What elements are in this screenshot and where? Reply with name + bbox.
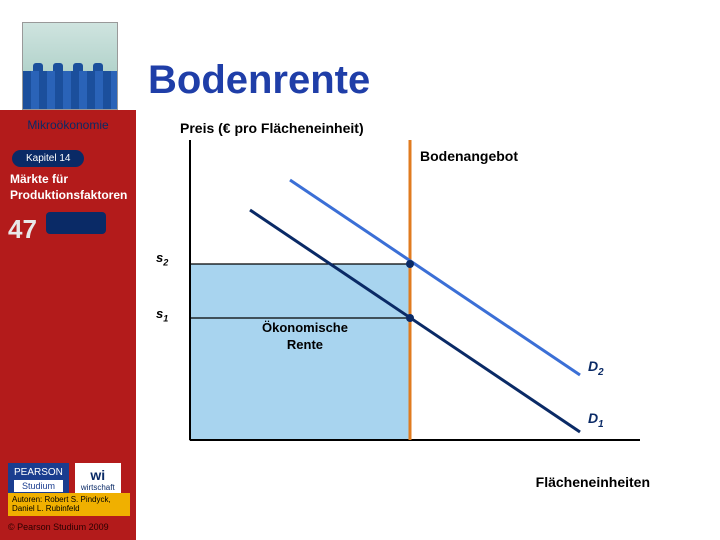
chapter-pill: Kapitel 14	[12, 150, 84, 167]
s1-label: s1	[156, 306, 168, 324]
logo-pearson: PEARSON Studium	[8, 463, 69, 496]
subject-label: Mikroökonomie	[0, 118, 136, 132]
intersection-d2	[406, 260, 414, 268]
slide-title: Bodenrente	[148, 58, 370, 103]
logo-wi-text: wi	[90, 467, 105, 483]
intersection-d1	[406, 314, 414, 322]
supply-label: Bodenangebot	[420, 148, 518, 164]
sidebar: Mikroökonomie Kapitel 14 Märkte für Prod…	[0, 0, 136, 540]
authors-label: Autoren: Robert S. Pindyck, Daniel L. Ru…	[8, 493, 130, 516]
footer-logos: PEARSON Studium wi wirtschaft	[8, 463, 128, 496]
d1-label: D1	[588, 410, 604, 430]
logo-pearson-text: PEARSON	[14, 467, 63, 478]
rent-label-line1: Ökonomische	[262, 320, 348, 335]
logo-pearson-sub: Studium	[14, 480, 63, 492]
chapter-title: Märkte für Produktionsfaktoren	[10, 172, 130, 203]
s2-label: s2	[156, 250, 168, 268]
rent-label: Ökonomische Rente	[262, 320, 348, 354]
logo-wi-sub: wirtschaft	[81, 483, 115, 492]
x-axis-label: Flächeneinheiten	[536, 474, 650, 490]
chart-svg	[180, 140, 680, 480]
copyright-label: © Pearson Studium 2009	[8, 522, 109, 532]
logo-wi: wi wirtschaft	[75, 463, 121, 496]
page-number-bar	[46, 212, 106, 234]
d2-label: D2	[588, 358, 604, 378]
chart-area: Preis (€ pro Flächeneinheit) Bodenangebo…	[180, 120, 680, 500]
page-number: 47	[8, 214, 37, 245]
thumbnail-image	[22, 22, 118, 110]
sidebar-red-panel: Mikroökonomie Kapitel 14 Märkte für Prod…	[0, 110, 136, 540]
y-axis-label: Preis (€ pro Flächeneinheit)	[180, 120, 364, 136]
rent-label-line2: Rente	[287, 337, 323, 352]
